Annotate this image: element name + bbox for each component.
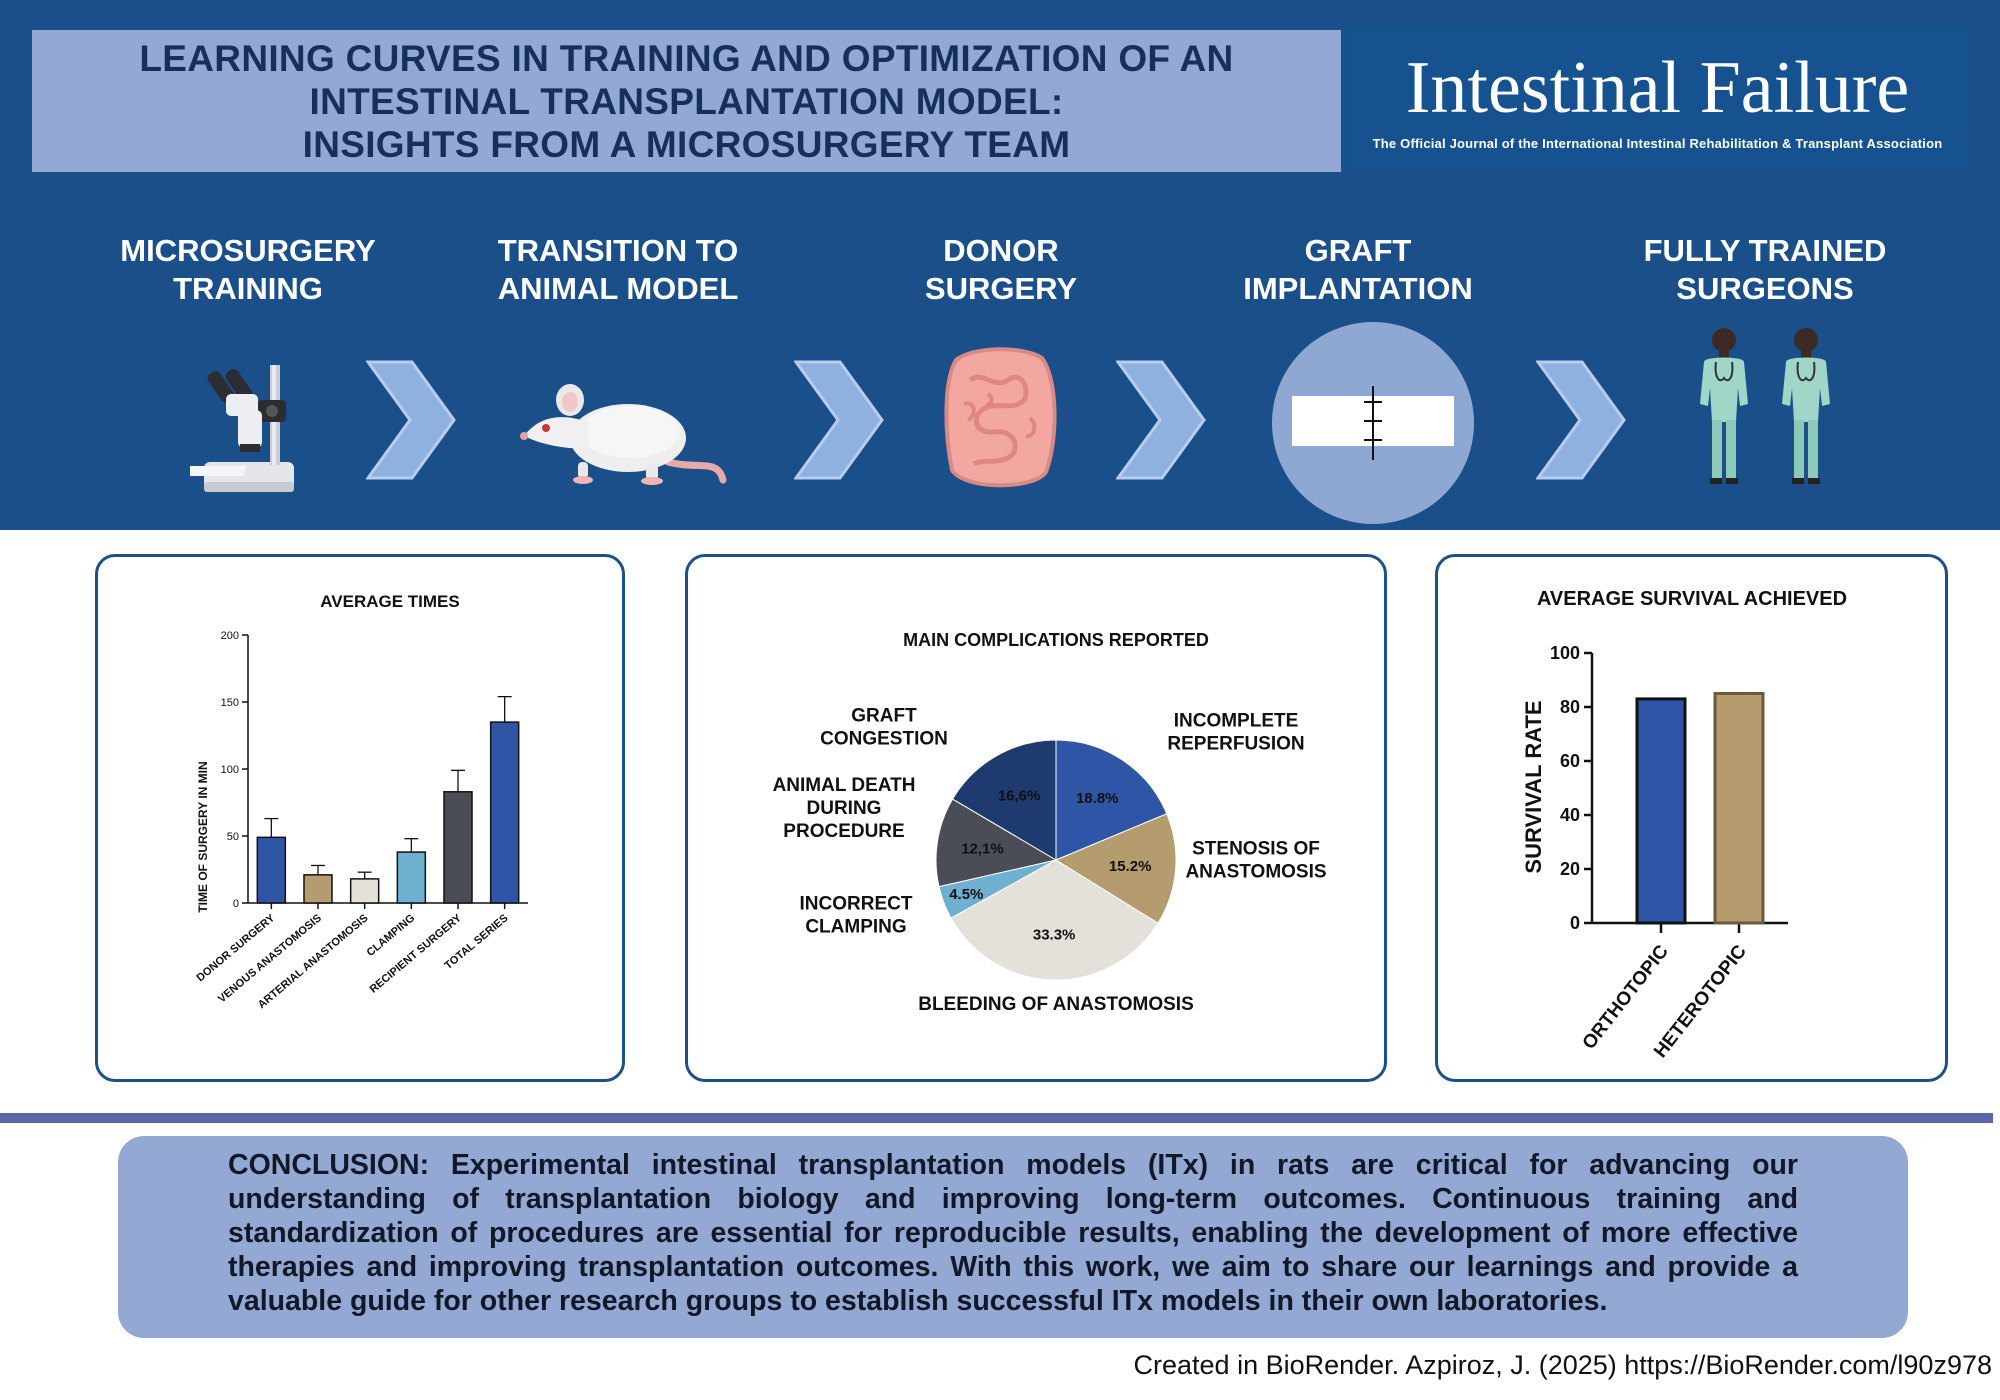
pie-slice — [1054, 813, 1177, 924]
chart-title: AVERAGE SURVIVAL ACHIEVED — [1537, 588, 1847, 610]
anastomosis-icon — [1272, 322, 1474, 524]
biorender-credit: Created in BioRender. Azpiroz, J. (2025)… — [1133, 1350, 1992, 1380]
stage-label-line2: TRAINING — [173, 271, 323, 306]
chart-title: MAIN COMPLICATIONS REPORTED — [903, 630, 1209, 650]
pie-percent-label: 18.8% — [1076, 790, 1119, 807]
stage-fully-trained: FULLY TRAINED SURGEONS — [1605, 232, 1925, 308]
conclusion-text: CONCLUSION: Experimental intestinal tran… — [228, 1149, 1798, 1317]
section-divider — [0, 1113, 1993, 1123]
title-line-1: LEARNING CURVES IN TRAINING AND OPTIMIZA… — [139, 37, 1234, 79]
bar — [256, 836, 287, 904]
chevron-right-icon — [366, 360, 456, 480]
pie-percent-label: 16,6% — [998, 787, 1041, 804]
pie-percent-label: 15.2% — [1109, 858, 1152, 875]
chevron-right-icon — [1536, 360, 1626, 480]
stage-label-line2: IMPLANTATION — [1243, 271, 1473, 306]
pie-category-label: ANIMAL DEATH DURING PROCEDURE — [773, 775, 916, 842]
pie-category-label: GRAFT CONGESTION — [820, 706, 948, 750]
bar — [349, 878, 380, 904]
surgeons-icon — [1700, 328, 1830, 484]
bar — [1635, 697, 1687, 925]
microscope-icon — [190, 365, 294, 492]
bar — [303, 874, 333, 904]
stage-label-line1: GRAFT — [1304, 233, 1412, 268]
title-line-2: INTESTINAL TRANSPLANTATION MODEL: — [309, 80, 1064, 122]
y-tick-label: 0 — [1570, 913, 1580, 933]
pie-slice — [951, 739, 1057, 861]
title-box: LEARNING CURVES IN TRAINING AND OPTIMIZA… — [32, 30, 1341, 172]
bar — [396, 851, 427, 904]
bar — [1713, 692, 1765, 925]
y-tick-label: 150 — [221, 697, 239, 709]
header-banner: LEARNING CURVES IN TRAINING AND OPTIMIZA… — [0, 0, 2000, 530]
journal-logo: Intestinal Failure The Official Journal … — [1347, 28, 1968, 170]
y-axis-label: SURVIVAL RATE — [1521, 700, 1546, 873]
pie-percent-label: 4.5% — [949, 886, 983, 903]
stage-label-line1: FULLY TRAINED — [1643, 233, 1887, 268]
complications-pie-chart: MAIN COMPLICATIONS REPORTED 18.8% INCOMPL… — [773, 630, 1327, 1015]
y-tick-label: 80 — [1560, 697, 1580, 717]
pie-percent-label: 33.3% — [1033, 926, 1076, 943]
stage-label-line2: SURGERY — [924, 271, 1078, 306]
bar — [443, 791, 473, 904]
x-tick-label: DONOR SURGERY — [194, 912, 277, 985]
y-tick-label: 200 — [221, 630, 239, 642]
chevron-right-icon — [1116, 360, 1206, 480]
stage-microsurgery-training: MICROSURGERY TRAINING — [88, 232, 408, 308]
rat-icon — [520, 384, 727, 485]
pie-slice — [1055, 739, 1168, 861]
pie-category-label: INCORRECT CLAMPING — [800, 894, 913, 938]
y-tick-label: 100 — [1550, 643, 1580, 663]
intestine-icon — [944, 347, 1057, 488]
title-line-3: INSIGHTS FROM A MICROSURGERY TEAM — [302, 123, 1071, 165]
chevron-right-icon — [794, 360, 884, 480]
stage-label-line1: TRANSITION TO — [497, 233, 739, 268]
y-tick-label: 40 — [1560, 805, 1580, 825]
stage-graft-implantation: GRAFT IMPLANTATION — [1198, 232, 1518, 308]
pie-category-label: STENOSIS OF ANASTOMOSIS — [1185, 839, 1326, 883]
chart-title: AVERAGE TIMES — [320, 592, 459, 611]
survival-chart: AVERAGE SURVIVAL ACHIEVED SURVIVAL RATE … — [1521, 588, 1847, 1062]
pie-category-label: INCOMPLETE REPERFUSION — [1167, 711, 1304, 755]
y-tick-label: 100 — [221, 764, 239, 776]
panel-survival: AVERAGE SURVIVAL ACHIEVED SURVIVAL RATE … — [1435, 554, 1948, 1082]
journal-name: Intestinal Failure — [1405, 47, 1910, 129]
stage-label-line1: MICROSURGERY — [120, 233, 376, 268]
x-tick-label: RECIPIENT SURGERY — [368, 912, 465, 996]
pie-slice — [935, 798, 1058, 888]
panel-average-times: AVERAGE TIMES TIME OF SURGERY IN MIN 0 50… — [95, 554, 625, 1082]
stage-donor-surgery: DONOR SURGERY — [841, 232, 1161, 308]
stage-label-line1: DONOR — [943, 233, 1059, 268]
y-tick-label: 50 — [227, 831, 239, 843]
pie-category-label: BLEEDING OF ANASTOMOSIS — [918, 994, 1194, 1015]
pie-percent-label: 12,1% — [961, 841, 1004, 858]
y-tick-label: 60 — [1560, 751, 1580, 771]
y-tick-label: 0 — [233, 898, 239, 910]
stage-animal-model: TRANSITION TO ANIMAL MODEL — [458, 232, 778, 308]
journal-subtitle: The Official Journal of the Internationa… — [1372, 136, 1943, 151]
average-times-chart: AVERAGE TIMES TIME OF SURGERY IN MIN 0 50… — [194, 592, 528, 1011]
conclusion-box: CONCLUSION: Experimental intestinal tran… — [118, 1136, 1908, 1338]
y-tick-label: 20 — [1560, 859, 1580, 879]
stage-label-line2: ANIMAL MODEL — [497, 271, 739, 306]
y-axis-label: TIME OF SURGERY IN MIN — [196, 761, 210, 912]
stage-label-line2: SURGEONS — [1676, 271, 1854, 306]
bar — [489, 721, 520, 904]
panel-complications: MAIN COMPLICATIONS REPORTED 18.8% INCOMPL… — [685, 554, 1387, 1082]
